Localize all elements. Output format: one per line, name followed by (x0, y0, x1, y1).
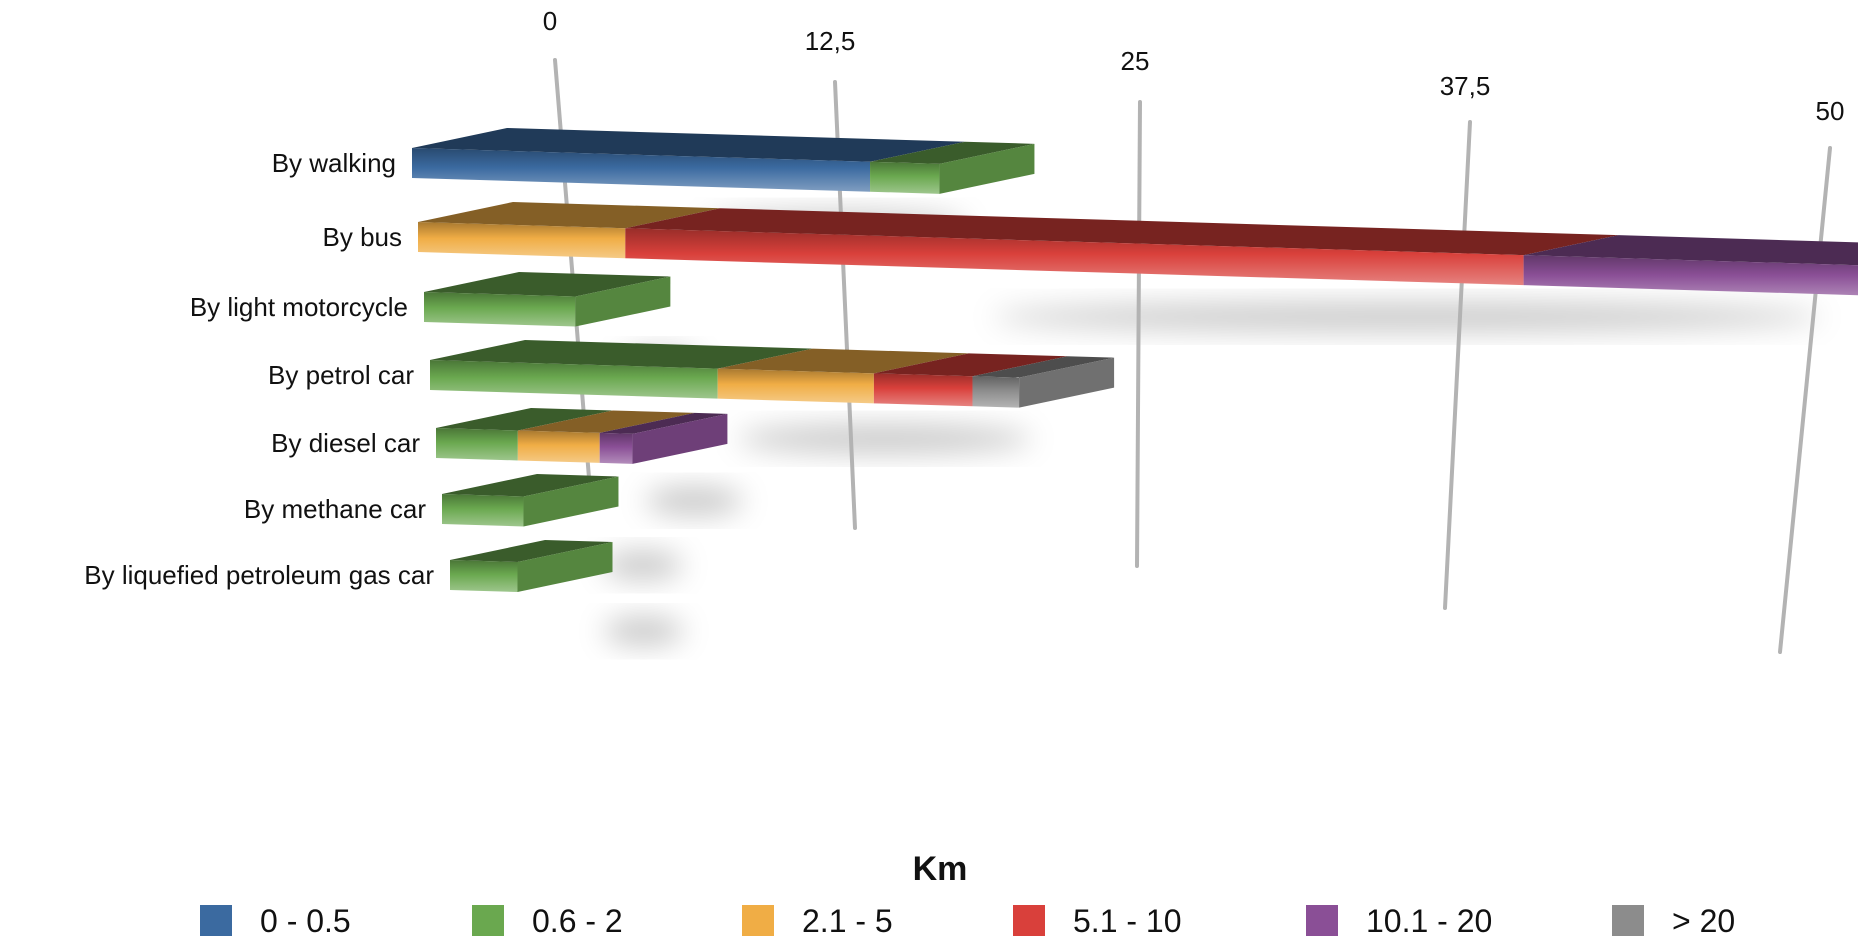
bar-segment-top (442, 474, 619, 497)
x-tick-label: 50 (1816, 96, 1845, 126)
legend-item: 0.6 - 2 (472, 903, 623, 939)
category-label: By methane car (244, 494, 426, 524)
bar-segment (870, 161, 940, 194)
bar-row (418, 202, 1858, 296)
bar-segment (450, 560, 518, 593)
bar-segment-end (523, 476, 619, 527)
legend-swatch (742, 905, 774, 937)
bar-segment (436, 428, 518, 461)
bar-shadow (603, 617, 684, 646)
bar-segment-end (575, 276, 671, 327)
legend-item: > 20 (1612, 903, 1735, 939)
bar-segment-end (1019, 357, 1115, 408)
bar-segment (517, 430, 600, 463)
bar-segment-top (424, 272, 671, 297)
gridline (1135, 100, 1142, 568)
x-tick-label: 0 (543, 6, 557, 36)
bar-shadows (602, 211, 1822, 646)
bar-segment (418, 222, 626, 259)
legend-swatch (472, 905, 504, 937)
bar-segment-top (599, 412, 728, 434)
bar-row (430, 340, 1115, 408)
bar-segment (625, 228, 1524, 286)
bar-segment (873, 373, 973, 407)
legend-swatch (200, 905, 232, 937)
gridline (1778, 146, 1832, 654)
bar-segment (1523, 255, 1858, 296)
x-tick-label: 25 (1121, 46, 1150, 76)
bar-row (412, 128, 1035, 194)
bar-shadow (992, 302, 1822, 331)
category-label: By bus (323, 222, 403, 252)
legend-item: 5.1 - 10 (1013, 903, 1182, 939)
legend-item: 2.1 - 5 (742, 903, 893, 939)
legend-item: 0 - 0.5 (200, 903, 351, 939)
legend-label: 10.1 - 20 (1366, 903, 1492, 936)
bar-segment-end (517, 542, 613, 593)
legend-label: > 20 (1672, 903, 1735, 936)
category-labels: By walking By bus By light motorcycle By pe… (84, 148, 434, 590)
bar-segment-top (873, 353, 1068, 377)
bar-segment-top (1523, 235, 1858, 266)
bar-row (442, 474, 619, 527)
category-label: By walking (272, 148, 396, 178)
bar-segment-top (972, 356, 1115, 378)
bar-segment (430, 360, 718, 399)
gridline (1443, 120, 1472, 610)
legend: Km 0 - 0.5 0.6 - 2 2.1 - 5 5.1 - 10 10.1 - 2… (200, 850, 1735, 939)
bars (412, 128, 1858, 593)
bar-segment-top (418, 202, 721, 229)
legend-swatch (1612, 905, 1644, 937)
bar-row (424, 272, 671, 327)
legend-label: 5.1 - 10 (1073, 903, 1182, 936)
category-label: By liquefied petroleum gas car (84, 560, 434, 590)
legend-item: 10.1 - 20 (1306, 903, 1492, 939)
bar-segment-top (517, 410, 695, 433)
bar-segment-top (412, 128, 966, 162)
x-tick-labels: 0 12,5 25 37,5 50 (543, 6, 1845, 126)
x-tick-label: 12,5 (805, 26, 856, 56)
category-label: By diesel car (271, 428, 420, 458)
legend-label: 0.6 - 2 (532, 903, 623, 936)
bar-segment (412, 148, 871, 192)
bar-shadow (645, 486, 744, 515)
bar-segment-top (430, 340, 813, 369)
category-label: By petrol car (268, 360, 414, 390)
bar-shadow (602, 551, 683, 580)
legend-title: Km (913, 850, 968, 888)
bar-segment-top (717, 348, 969, 374)
bar-segment (442, 494, 524, 527)
bar-segment (717, 368, 874, 404)
bar-segment (972, 376, 1020, 408)
bar-segment-top (436, 408, 613, 431)
bar-segment-top (625, 208, 1619, 256)
legend-swatch (1306, 905, 1338, 937)
bar-segment (424, 292, 576, 327)
legend-label: 0 - 0.5 (260, 903, 351, 936)
x-tick-label: 37,5 (1440, 71, 1491, 101)
bar-segment-top (870, 141, 1035, 164)
legend-swatch (1013, 905, 1045, 937)
bar-segment-end (632, 413, 728, 464)
bar-shadow (737, 424, 1032, 453)
legend-label: 2.1 - 5 (802, 903, 893, 936)
bar-segment (599, 432, 633, 464)
category-label: By light motorcycle (190, 292, 408, 322)
bar-row (450, 540, 613, 593)
bar-segment-top (450, 540, 613, 563)
bar-segment-end (939, 143, 1035, 194)
bar-row (436, 408, 728, 464)
